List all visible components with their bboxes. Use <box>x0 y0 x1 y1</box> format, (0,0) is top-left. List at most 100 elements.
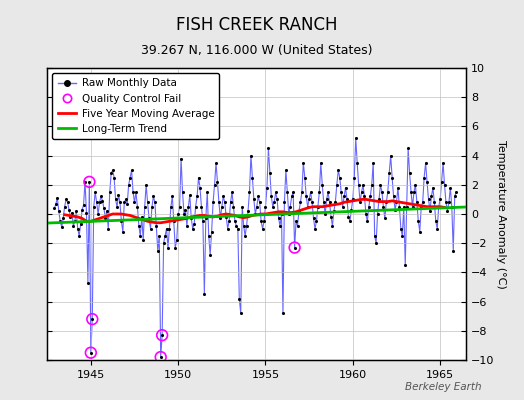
Point <box>247 152 255 159</box>
Point <box>385 170 394 176</box>
Point <box>216 215 225 222</box>
Point <box>100 205 108 211</box>
Point <box>144 199 152 206</box>
Point <box>164 244 172 251</box>
Point <box>79 202 88 208</box>
Y-axis label: Temperature Anomaly (°C): Temperature Anomaly (°C) <box>496 140 506 288</box>
Point <box>366 193 375 200</box>
Point <box>107 170 115 176</box>
Point <box>139 237 147 244</box>
Point <box>185 192 194 198</box>
Point <box>59 215 68 222</box>
Point <box>280 199 289 206</box>
Point <box>122 196 130 203</box>
Point <box>324 189 332 195</box>
Point <box>320 199 328 206</box>
Point <box>378 189 386 195</box>
Point <box>254 193 263 200</box>
Point <box>187 215 195 222</box>
Point <box>314 204 322 210</box>
Point <box>285 211 293 217</box>
Point <box>215 199 223 206</box>
Point <box>199 218 207 224</box>
Point <box>438 179 446 185</box>
Point <box>180 211 188 217</box>
Point <box>400 204 408 210</box>
Point <box>200 291 209 298</box>
Point <box>53 195 61 201</box>
Point <box>239 222 248 229</box>
Point <box>436 196 444 203</box>
Point <box>117 218 126 224</box>
Point <box>203 189 212 195</box>
Point <box>407 189 415 195</box>
Point <box>212 160 220 166</box>
Point <box>60 204 69 210</box>
Point <box>279 310 287 316</box>
Text: FISH CREEK RANCH: FISH CREEK RANCH <box>176 16 337 34</box>
Point <box>165 225 173 232</box>
Point <box>308 199 316 206</box>
Point <box>129 189 137 195</box>
Point <box>231 218 239 224</box>
Point <box>430 199 439 206</box>
Point <box>307 189 315 195</box>
Point <box>78 206 86 213</box>
Point <box>178 189 187 195</box>
Point <box>88 316 96 322</box>
Point <box>97 193 105 200</box>
Point <box>289 189 297 195</box>
Point <box>315 189 323 195</box>
Point <box>293 222 302 229</box>
Point <box>223 225 232 232</box>
Point <box>367 182 376 188</box>
Point <box>110 174 118 181</box>
Point <box>204 233 213 239</box>
Point <box>380 215 389 222</box>
Point <box>421 160 430 166</box>
Point <box>283 189 291 195</box>
Point <box>397 225 405 232</box>
Point <box>244 208 252 214</box>
Point <box>384 189 392 195</box>
Point <box>309 215 318 222</box>
Point <box>292 218 300 224</box>
Point <box>73 225 82 232</box>
Point <box>273 196 281 203</box>
Point <box>426 208 434 214</box>
Point <box>328 222 336 229</box>
Point <box>118 228 127 235</box>
Point <box>354 182 363 188</box>
Point <box>318 182 326 188</box>
Point <box>125 182 133 188</box>
Point <box>439 160 447 166</box>
Point <box>337 189 345 195</box>
Point <box>77 221 85 228</box>
Point <box>414 218 422 224</box>
Point <box>206 252 214 258</box>
Point <box>346 218 354 224</box>
Point <box>85 179 94 185</box>
Point <box>152 222 160 229</box>
Point <box>82 209 91 216</box>
Point <box>331 199 340 206</box>
Point <box>395 204 403 210</box>
Point <box>69 222 78 229</box>
Point <box>392 199 401 206</box>
Point <box>440 182 449 188</box>
Point <box>84 280 92 286</box>
Point <box>257 218 265 224</box>
Point <box>130 199 139 206</box>
Point <box>339 204 347 210</box>
Point <box>245 189 254 195</box>
Point <box>193 193 201 200</box>
Point <box>420 174 428 181</box>
Point <box>243 222 251 229</box>
Point <box>321 211 330 217</box>
Point <box>108 167 117 174</box>
Point <box>389 193 398 200</box>
Point <box>75 233 83 239</box>
Point <box>219 193 227 200</box>
Point <box>71 218 79 224</box>
Point <box>253 204 261 210</box>
